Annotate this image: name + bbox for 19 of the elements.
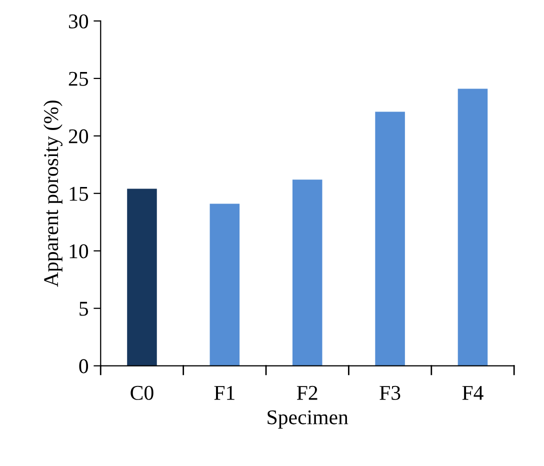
y-tick-label: 25: [68, 72, 88, 86]
y-tick-label: 30: [68, 14, 88, 28]
x-axis-title: Specimen: [268, 410, 348, 429]
y-tick-label: 15: [70, 186, 88, 201]
bar: [210, 204, 240, 366]
y-tick-label: 5: [80, 302, 88, 316]
bar: [458, 88, 488, 366]
bar: [292, 180, 322, 366]
bar: [127, 188, 157, 366]
x-tick-label: F1: [214, 386, 234, 400]
x-tick-label: F4: [462, 386, 484, 400]
x-tick-label: C0: [130, 386, 154, 400]
bar: [375, 112, 405, 366]
y-tick-label: 0: [79, 359, 88, 374]
x-tick-label: F3: [380, 386, 400, 400]
x-tick-label: F2: [296, 386, 318, 400]
y-axis-title: Apparent porosity (%): [43, 100, 62, 287]
y-tick-label: 10: [70, 244, 88, 258]
y-tick-label: 20: [68, 129, 88, 144]
